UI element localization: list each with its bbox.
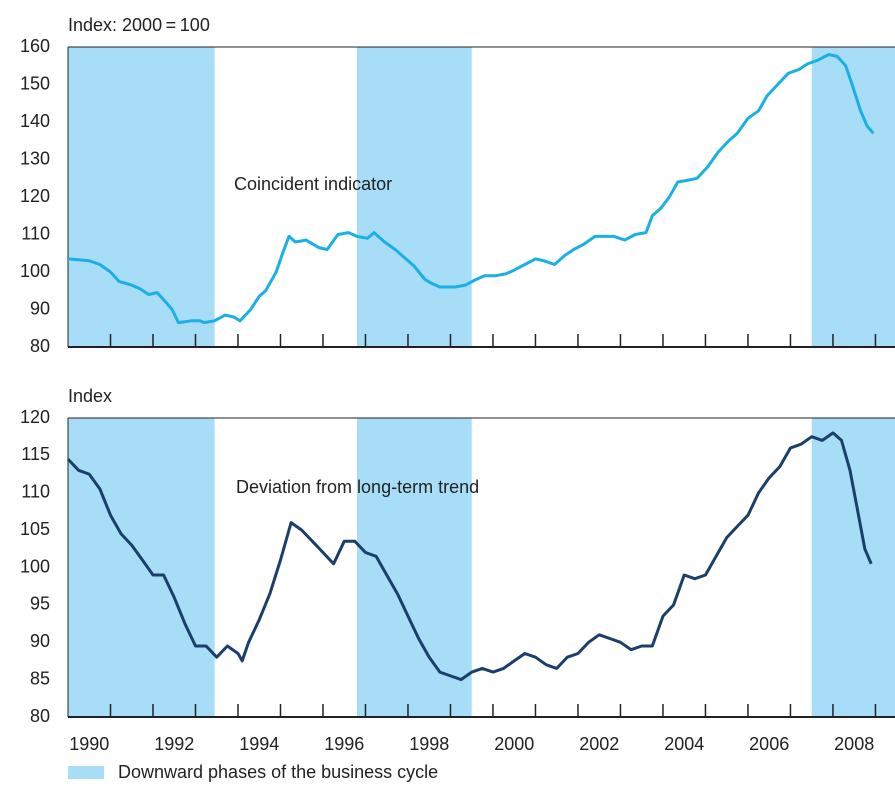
x-tick-label: 2006 — [749, 734, 789, 754]
shaded-phase — [68, 47, 215, 347]
y-tick-label: 110 — [21, 482, 50, 502]
y-tick-label: 115 — [21, 444, 50, 464]
x-tick-label: 2002 — [579, 734, 619, 754]
x-tick-label: 1996 — [324, 734, 364, 754]
y-tick-label: 120 — [20, 186, 50, 206]
y-tick-label: 90 — [30, 298, 50, 318]
shaded-phase — [811, 47, 895, 347]
line-series — [67, 53, 875, 325]
x-tick-label: 1992 — [154, 734, 194, 754]
shaded-phase — [811, 418, 895, 717]
y-tick-label: 95 — [30, 594, 50, 614]
y-tick-label: 100 — [20, 556, 50, 576]
y-tick-label: 160 — [20, 36, 50, 56]
y-tick-label: 130 — [20, 148, 50, 168]
y-tick-label: 80 — [30, 706, 50, 726]
y-tick-label: 85 — [30, 668, 50, 688]
y-tick-label: 90 — [30, 631, 50, 651]
y-tick-label: 80 — [30, 336, 50, 356]
x-tick-label: 2004 — [664, 734, 704, 754]
shaded-phase — [356, 418, 472, 717]
y-tick-label: 150 — [20, 73, 50, 93]
legend-label: Downward phases of the business cycle — [118, 762, 438, 782]
y-tick-label: 105 — [20, 519, 50, 539]
legend-swatch — [68, 766, 104, 779]
series-annotation: Deviation from long-term trend — [236, 477, 479, 497]
y-tick-label: 100 — [20, 261, 50, 281]
series-annotation: Coincident indicator — [234, 174, 392, 194]
y-tick-label: 120 — [20, 407, 50, 427]
axis-label: Index: 2000 = 100 — [68, 15, 210, 35]
y-tick-label: 140 — [20, 111, 50, 131]
x-tick-label: 1990 — [69, 734, 109, 754]
y-tick-label: 110 — [21, 223, 50, 243]
shaded-phase — [356, 47, 472, 347]
x-tick-label: 1994 — [239, 734, 279, 754]
x-tick-label: 2000 — [494, 734, 534, 754]
axis-label: Index — [68, 386, 112, 406]
x-tick-label: 1998 — [409, 734, 449, 754]
shaded-phase — [68, 418, 215, 717]
x-tick-label: 2008 — [834, 734, 874, 754]
line-series — [66, 431, 873, 682]
